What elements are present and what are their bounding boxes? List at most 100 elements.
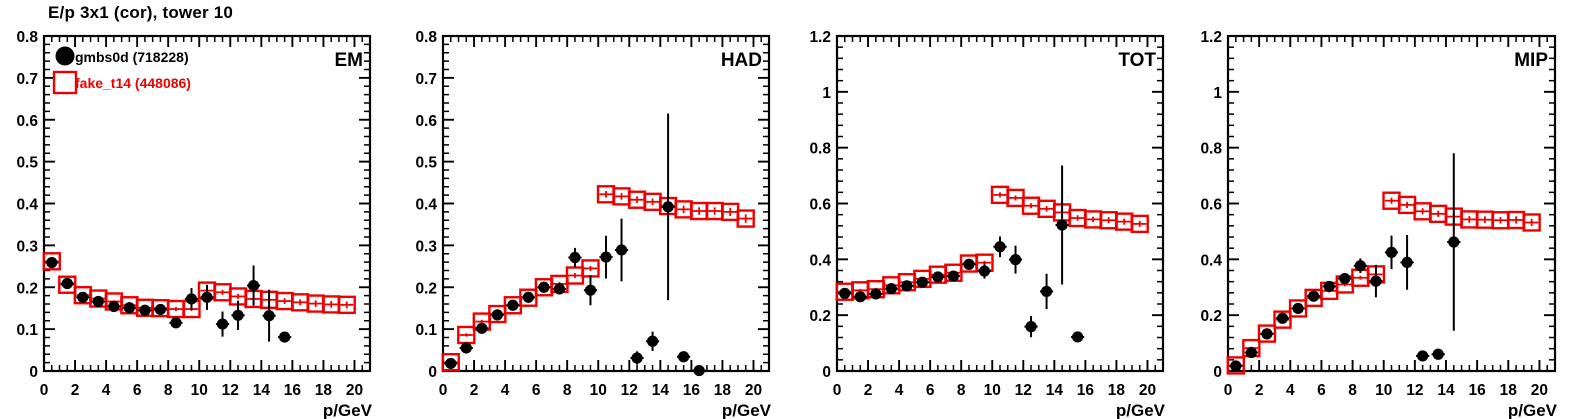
y-tick-label: 0 (29, 364, 38, 381)
y-tick-label: 0.8 (16, 29, 38, 46)
y-tick-label: 0.3 (415, 238, 437, 255)
plot-tot: 0 2 4 6 8 10 12 14 16 18 20 0 0.2 0.4 0.6 0.8 1 1.2 TOT p/G… (809, 29, 1166, 419)
data-point-filled-circle (839, 287, 851, 299)
y-tick-label: 0.7 (16, 71, 38, 88)
data-point-filled-circle (232, 309, 244, 321)
series-fake-t14 (42, 252, 356, 319)
x-tick-label: 0 (439, 382, 448, 399)
data-point-filled-circle (185, 293, 198, 305)
x-tick-label: 0 (40, 382, 49, 399)
x-axis-title: p/GeV (1116, 401, 1166, 419)
data-point-filled-circle (693, 364, 705, 377)
y-tick-label: 1.2 (1200, 29, 1222, 46)
data-point-filled-circle (569, 251, 581, 264)
data-point-filled-circle (600, 251, 612, 263)
legend-marker-filled-circle (55, 46, 75, 66)
y-tick-label: 0.6 (809, 197, 831, 214)
x-tick-label: 12 (1015, 382, 1032, 399)
data-point-filled-circle (978, 265, 991, 277)
data-point-filled-circle (1230, 360, 1242, 372)
data-point-filled-circle (615, 244, 628, 256)
x-tick-label: 16 (1469, 382, 1487, 399)
x-tick-label: 20 (1531, 382, 1548, 399)
x-tick-label: 2 (71, 382, 80, 399)
y-tick-label: 0.2 (415, 280, 437, 297)
y-tick-label: 0.4 (415, 197, 437, 214)
data-point-filled-circle (279, 331, 291, 343)
data-point-filled-circle (1040, 285, 1053, 298)
data-point-filled-circle (963, 258, 975, 270)
legend-label-gmbs0d: gmbs0d (718228) (75, 49, 189, 65)
y-tick-label: 0 (428, 364, 437, 381)
data-point-filled-circle (1385, 246, 1398, 258)
data-point-filled-circle (870, 288, 882, 300)
data-point-filled-circle (445, 357, 457, 370)
x-tick-label: 20 (346, 382, 363, 399)
x-tick-label: 8 (563, 382, 572, 399)
x-tick-label: 18 (315, 382, 333, 399)
plot-mip: 0 2 4 6 8 10 12 14 16 18 20 0 0.2 0.4 0.6 0.8 1 1.2 MIP p/G… (1200, 29, 1557, 419)
x-tick-label: 18 (1108, 382, 1126, 399)
data-point-open-square (1288, 299, 1308, 318)
legend-marker-open-square (52, 70, 78, 95)
data-point-filled-circle (263, 310, 275, 322)
data-point-filled-circle (646, 335, 659, 347)
data-point-filled-circle (476, 322, 488, 334)
y-tick-label: 0.2 (809, 308, 831, 325)
x-tick-label: 4 (1286, 382, 1295, 399)
data-point-open-square (1273, 310, 1292, 329)
data-point-filled-circle (460, 342, 472, 354)
y-tick-label: 0.5 (16, 155, 38, 172)
plot-panel-had: 0 2 4 6 8 10 12 14 16 18 20 0 0.1 0.2 0.3 0.4 0.5 0.6 0.7 0… (395, 0, 1575, 419)
x-tick-label: 8 (1348, 382, 1357, 399)
series-gmbs0d (1229, 153, 1461, 372)
series-fake-t14 (441, 185, 755, 372)
x-tick-label: 4 (895, 382, 904, 399)
data-point-filled-circle (507, 299, 519, 311)
y-tick-label: 0.5 (415, 155, 437, 172)
data-point-filled-circle (901, 280, 913, 292)
y-tick-label: 0.7 (415, 71, 437, 88)
data-point-filled-circle (108, 300, 120, 313)
y-tick-label: 0.4 (1200, 252, 1222, 269)
x-tick-label: 14 (1437, 382, 1455, 399)
x-tick-label: 6 (926, 382, 935, 399)
data-point-open-square (337, 295, 356, 315)
x-tick-label: 10 (590, 382, 607, 399)
y-tick-label: 1.2 (809, 29, 831, 46)
data-point-filled-circle (854, 291, 866, 303)
data-point-filled-circle (170, 317, 182, 329)
x-tick-label: 10 (984, 382, 1001, 399)
x-tick-label: 16 (1077, 382, 1095, 399)
data-point-filled-circle (1417, 350, 1429, 362)
y-tick-label: 0 (822, 364, 831, 381)
data-point-filled-circle (1432, 348, 1444, 360)
data-point-open-square (58, 275, 77, 294)
panel-label: EM (335, 50, 364, 71)
x-tick-label: 2 (864, 382, 873, 399)
data-point-filled-circle (1276, 312, 1289, 324)
data-point-open-square (1257, 324, 1277, 343)
y-tick-label: 0.6 (415, 113, 437, 130)
data-point-filled-circle (61, 277, 73, 290)
data-point-filled-circle (123, 302, 135, 314)
x-tick-label: 0 (1224, 382, 1233, 399)
x-axis-title: p/GeV (722, 401, 772, 419)
plot-had: 0 2 4 6 8 10 12 14 16 18 20 0 0.1 0.2 0.3 0.4 0.5 0.6 0.7 0… (415, 29, 772, 419)
data-point-filled-circle (1339, 272, 1351, 285)
x-tick-label: 12 (1406, 382, 1423, 399)
data-point-filled-circle (584, 284, 597, 296)
data-point-filled-circle (46, 256, 58, 269)
x-tick-label: 2 (470, 382, 479, 399)
y-tick-label: 0.6 (16, 113, 38, 130)
data-point-filled-circle (1245, 346, 1257, 359)
y-tick-label: 0.8 (809, 141, 831, 158)
data-point-filled-circle (678, 351, 690, 363)
x-tick-label: 12 (621, 382, 638, 399)
y-tick-label: 0.2 (1200, 308, 1222, 325)
x-tick-label: 10 (1375, 382, 1392, 399)
x-tick-label: 6 (1317, 382, 1326, 399)
data-point-filled-circle (631, 352, 643, 364)
